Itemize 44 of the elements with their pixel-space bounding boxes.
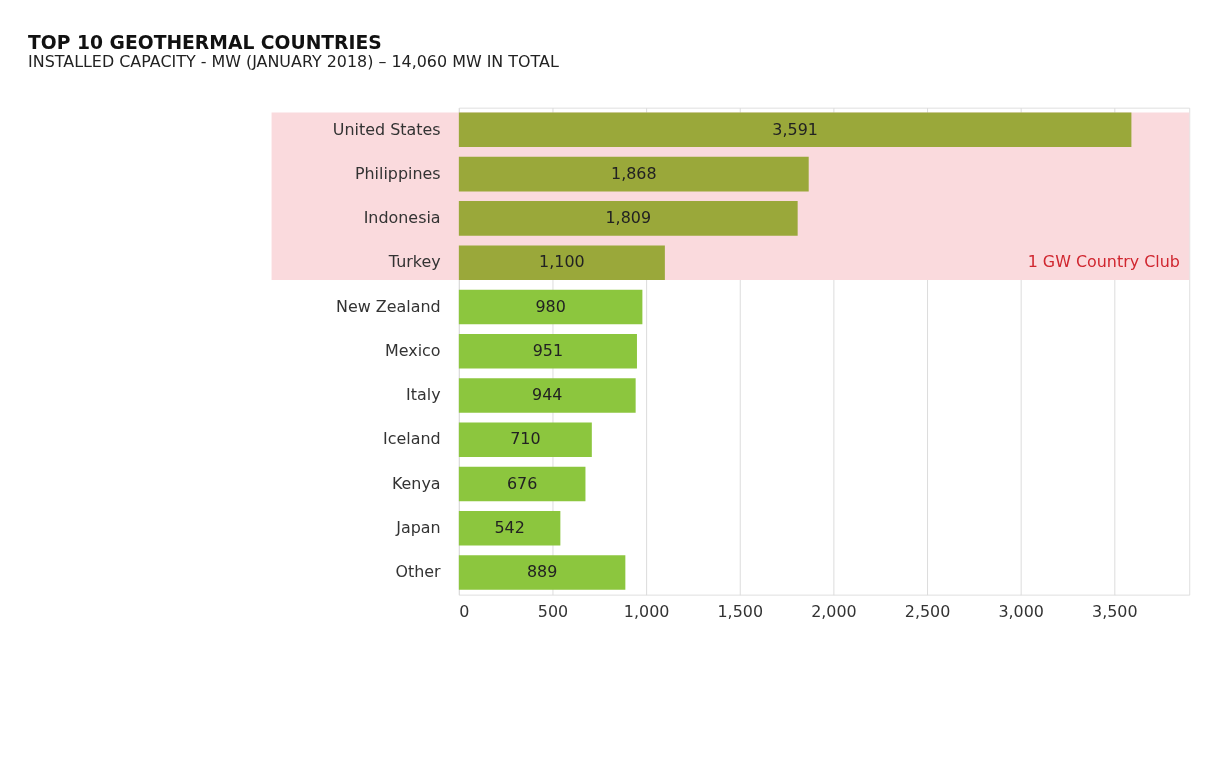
bar [458, 555, 626, 590]
bar [458, 156, 809, 192]
x-tick-label: 2,500 [904, 601, 951, 621]
y-tick-label: Kenya [391, 473, 441, 493]
x-tick-label: 1,000 [623, 601, 670, 621]
bar [458, 333, 637, 369]
data-label: 676 [506, 473, 538, 493]
y-tick-label: Mexico [385, 340, 441, 360]
bar [458, 112, 1132, 148]
data-label: 944 [532, 385, 563, 405]
bar [458, 466, 586, 502]
y-tick-label: Indonesia [363, 208, 441, 228]
data-label: 889 [526, 562, 558, 582]
data-label: 3,591 [772, 119, 818, 139]
bar [458, 378, 636, 413]
band-label: 1 GW Country Club [1027, 252, 1180, 272]
x-tick-label: 3,000 [998, 601, 1044, 621]
y-tick-label: United States [332, 119, 441, 139]
data-label: 710 [510, 429, 541, 449]
data-label: 1,809 [605, 208, 652, 228]
bar [458, 201, 798, 236]
data-label: 951 [532, 340, 564, 360]
y-tick-label: Other [395, 562, 442, 582]
y-tick-label: Iceland [383, 429, 441, 449]
text: INSTALLED CAPACITY - MW (JANUARY 2018) – 14,060 MW IN TOTAL [28, 52, 559, 72]
text: TOP 10 GEOTHERMAL COUNTRIES [28, 31, 382, 53]
y-tick-label: Japan [395, 517, 441, 537]
y-tick-label: Turkey [387, 252, 441, 272]
bar [458, 422, 592, 457]
y-tick-label: Philippines [354, 163, 441, 183]
x-tick-label: 1,500 [717, 601, 764, 621]
y-tick-label: New Zealand [336, 296, 441, 316]
x-tick-label: 0 [459, 601, 470, 621]
data-label: 1,100 [539, 252, 585, 272]
data-label: 980 [535, 296, 566, 316]
bar [458, 245, 665, 280]
y-tick-label: Italy [406, 385, 441, 405]
x-tick-label: 500 [537, 601, 569, 621]
bar [458, 289, 643, 325]
x-tick-label: 3,500 [1092, 601, 1138, 621]
data-label: 1,868 [611, 163, 657, 183]
bar [458, 511, 561, 546]
data-label: 542 [494, 517, 525, 537]
x-tick-label: 2,000 [811, 601, 857, 621]
